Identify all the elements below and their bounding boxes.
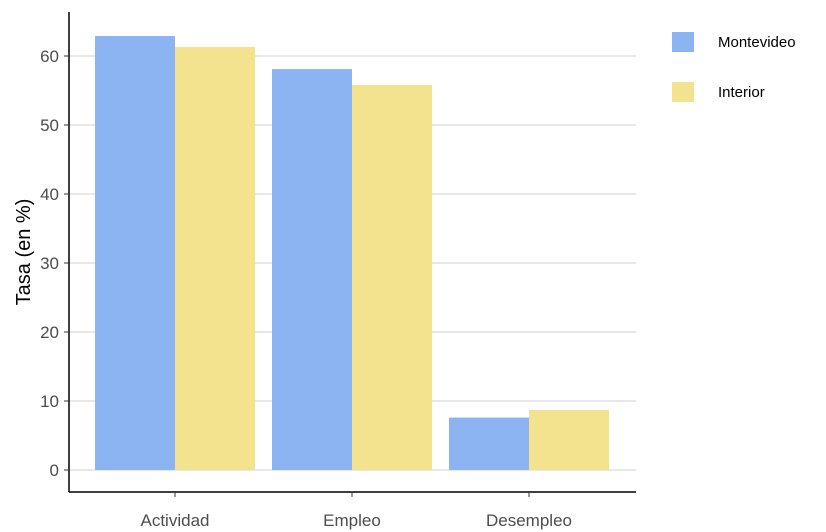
- y-tick-label: 30: [40, 254, 59, 273]
- legend-label-montevideo: Montevideo: [718, 34, 796, 51]
- y-tick-label: 40: [40, 185, 59, 204]
- y-tick-label: 60: [40, 47, 59, 66]
- bar-interior-actividad: [175, 47, 255, 470]
- bar-interior-empleo: [352, 84, 432, 470]
- legend-swatch-montevideo: [672, 32, 694, 52]
- y-tick-label: 0: [50, 461, 59, 480]
- y-tick-label: 50: [40, 116, 59, 135]
- bars: [95, 35, 609, 471]
- legend-swatch-interior: [672, 82, 694, 102]
- bar-interior-desempleo: [529, 409, 609, 470]
- x-tick-label: Actividad: [141, 511, 210, 530]
- y-ticks: 0 10 20 30 40 50 60: [40, 47, 69, 480]
- legend: Montevideo Interior: [672, 32, 796, 102]
- x-ticks: Actividad Empleo Desempleo: [141, 492, 572, 530]
- legend-label-interior: Interior: [718, 84, 765, 101]
- bar-montevideo-actividad: [95, 35, 175, 471]
- y-axis-title: Tasa (en %): [13, 199, 35, 306]
- x-tick-label: Desempleo: [486, 511, 572, 530]
- bar-montevideo-desempleo: [449, 417, 529, 470]
- x-tick-label: Empleo: [323, 511, 381, 530]
- y-tick-label: 10: [40, 392, 59, 411]
- bar-montevideo-empleo: [272, 69, 352, 471]
- y-tick-label: 20: [40, 323, 59, 342]
